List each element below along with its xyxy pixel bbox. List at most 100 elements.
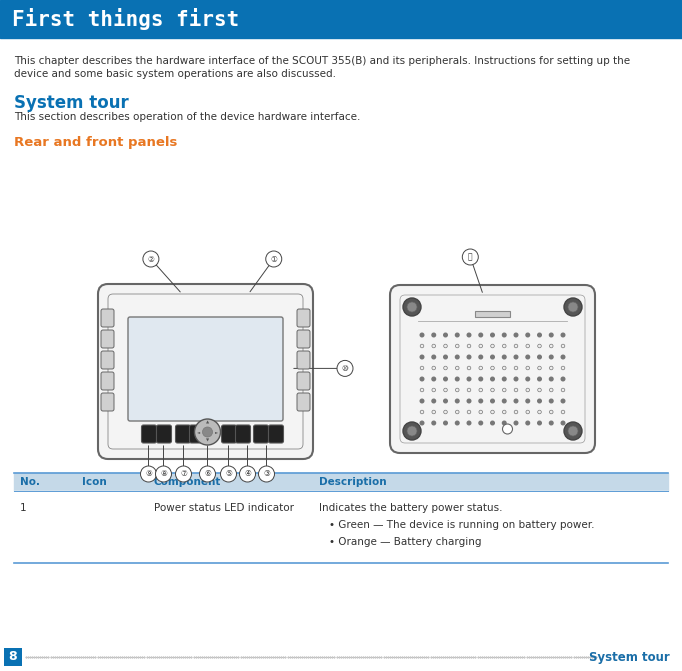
Text: This chapter describes the hardware interface of the SCOUT 355(B) and its periph: This chapter describes the hardware inte… bbox=[14, 56, 630, 66]
Circle shape bbox=[491, 355, 494, 359]
Circle shape bbox=[337, 360, 353, 376]
Circle shape bbox=[239, 466, 256, 482]
Text: • Green — The device is running on battery power.: • Green — The device is running on batte… bbox=[329, 520, 595, 530]
Circle shape bbox=[220, 466, 237, 482]
Circle shape bbox=[200, 466, 216, 482]
Circle shape bbox=[550, 399, 553, 403]
Text: device and some basic system operations are also discussed.: device and some basic system operations … bbox=[14, 69, 336, 79]
Circle shape bbox=[550, 421, 553, 425]
Circle shape bbox=[514, 333, 518, 337]
Circle shape bbox=[568, 302, 578, 312]
Circle shape bbox=[491, 377, 494, 381]
Circle shape bbox=[503, 421, 506, 425]
Circle shape bbox=[491, 366, 494, 370]
Circle shape bbox=[550, 344, 553, 348]
Text: No.: No. bbox=[20, 477, 40, 487]
Bar bbox=[475, 311, 510, 317]
Text: ▲: ▲ bbox=[206, 421, 209, 425]
FancyBboxPatch shape bbox=[297, 372, 310, 390]
Circle shape bbox=[503, 389, 506, 392]
Text: Icon: Icon bbox=[82, 477, 107, 487]
Circle shape bbox=[537, 344, 542, 348]
Circle shape bbox=[503, 355, 506, 359]
Text: System tour: System tour bbox=[14, 94, 129, 112]
Text: ⑥: ⑥ bbox=[204, 470, 211, 478]
Circle shape bbox=[444, 421, 447, 425]
Circle shape bbox=[503, 424, 512, 434]
FancyBboxPatch shape bbox=[128, 317, 283, 421]
Text: Power status LED indicator: Power status LED indicator bbox=[154, 503, 294, 513]
Circle shape bbox=[456, 399, 459, 403]
Circle shape bbox=[143, 251, 159, 267]
Circle shape bbox=[456, 333, 459, 337]
Circle shape bbox=[432, 366, 436, 370]
Circle shape bbox=[537, 389, 542, 392]
Circle shape bbox=[561, 333, 565, 337]
Circle shape bbox=[491, 399, 494, 403]
Text: Rear and front panels: Rear and front panels bbox=[14, 136, 177, 149]
Circle shape bbox=[403, 422, 421, 440]
Circle shape bbox=[537, 355, 542, 359]
Circle shape bbox=[564, 422, 582, 440]
Circle shape bbox=[444, 344, 447, 348]
FancyBboxPatch shape bbox=[101, 351, 114, 369]
Circle shape bbox=[266, 251, 282, 267]
Circle shape bbox=[467, 366, 471, 370]
Circle shape bbox=[467, 399, 471, 403]
Text: ⑨: ⑨ bbox=[145, 470, 152, 478]
FancyBboxPatch shape bbox=[101, 393, 114, 411]
Circle shape bbox=[503, 366, 506, 370]
FancyBboxPatch shape bbox=[222, 425, 237, 443]
Circle shape bbox=[467, 344, 471, 348]
Circle shape bbox=[407, 426, 417, 436]
Text: ⑤: ⑤ bbox=[225, 470, 232, 478]
Circle shape bbox=[479, 410, 483, 414]
Text: System tour: System tour bbox=[589, 650, 670, 664]
Circle shape bbox=[550, 366, 553, 370]
Circle shape bbox=[514, 389, 518, 392]
Circle shape bbox=[526, 389, 529, 392]
Text: ⑪: ⑪ bbox=[468, 252, 473, 262]
Circle shape bbox=[467, 410, 471, 414]
Text: • Orange — Battery charging: • Orange — Battery charging bbox=[329, 537, 481, 547]
Circle shape bbox=[514, 344, 518, 348]
Circle shape bbox=[420, 421, 424, 425]
Circle shape bbox=[155, 466, 171, 482]
Text: Component: Component bbox=[154, 477, 222, 487]
Circle shape bbox=[514, 421, 518, 425]
Circle shape bbox=[479, 421, 483, 425]
Circle shape bbox=[403, 298, 421, 316]
Circle shape bbox=[479, 366, 483, 370]
Circle shape bbox=[467, 355, 471, 359]
Circle shape bbox=[444, 410, 447, 414]
Circle shape bbox=[432, 399, 436, 403]
Text: ◄: ◄ bbox=[197, 430, 200, 434]
Circle shape bbox=[514, 399, 518, 403]
Text: First things first: First things first bbox=[12, 8, 239, 30]
Circle shape bbox=[526, 377, 529, 381]
Circle shape bbox=[467, 421, 471, 425]
Circle shape bbox=[526, 333, 529, 337]
Circle shape bbox=[561, 377, 565, 381]
Circle shape bbox=[526, 344, 529, 348]
Circle shape bbox=[140, 466, 156, 482]
Circle shape bbox=[550, 389, 553, 392]
Circle shape bbox=[479, 399, 483, 403]
Circle shape bbox=[467, 333, 471, 337]
Text: This section describes operation of the device hardware interface.: This section describes operation of the … bbox=[14, 112, 360, 122]
Circle shape bbox=[561, 421, 565, 425]
Circle shape bbox=[514, 355, 518, 359]
FancyBboxPatch shape bbox=[175, 425, 190, 443]
Circle shape bbox=[456, 366, 459, 370]
Circle shape bbox=[203, 427, 213, 437]
Circle shape bbox=[503, 399, 506, 403]
Text: ①: ① bbox=[270, 254, 277, 264]
Circle shape bbox=[503, 377, 506, 381]
Circle shape bbox=[258, 466, 274, 482]
FancyBboxPatch shape bbox=[254, 425, 269, 443]
FancyBboxPatch shape bbox=[297, 330, 310, 348]
Circle shape bbox=[479, 355, 483, 359]
Text: ►: ► bbox=[215, 430, 218, 434]
Circle shape bbox=[503, 410, 506, 414]
Circle shape bbox=[432, 355, 436, 359]
